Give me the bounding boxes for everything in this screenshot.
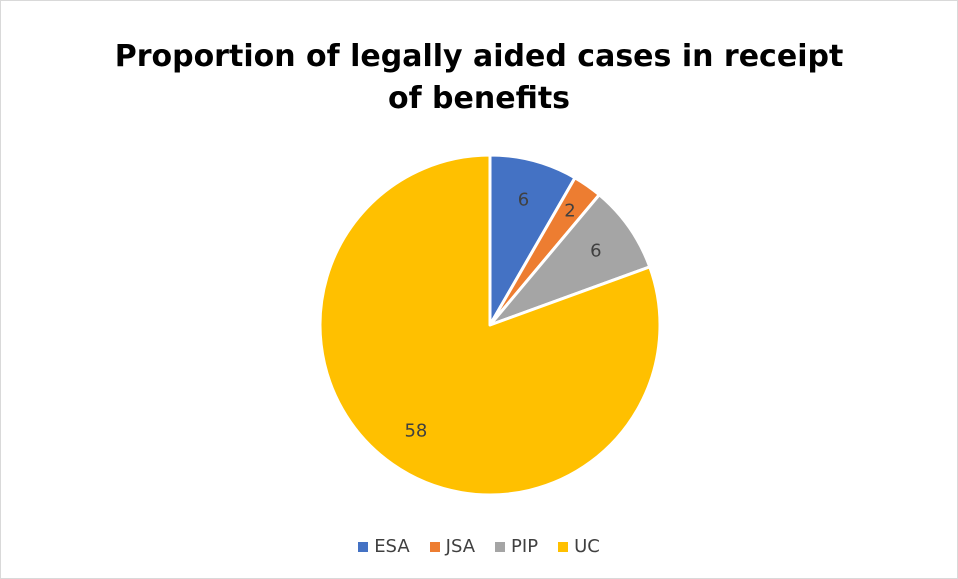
data-label-uc: 58	[404, 420, 427, 441]
legend-item-esa: ESA	[358, 536, 410, 557]
data-label-pip: 6	[590, 240, 601, 261]
legend-label-pip: PIP	[511, 536, 539, 557]
chart-legend: ESA JSA PIP UC	[0, 536, 958, 557]
pie-slice-pip	[488, 193, 652, 327]
pie-slices	[318, 153, 662, 497]
legend-item-uc: UC	[558, 536, 600, 557]
chart-title-line-2: of benefits	[387, 81, 571, 116]
pie-slice-esa	[488, 153, 577, 327]
legend-item-pip: PIP	[495, 536, 538, 557]
pie-slice-uc	[318, 153, 662, 497]
legend-label-esa: ESA	[374, 536, 410, 557]
legend-swatch-uc	[558, 541, 569, 552]
chart-title: Proportion of legally aided cases in rec…	[0, 36, 958, 120]
legend-swatch-jsa	[429, 541, 440, 552]
legend-swatch-pip	[495, 541, 506, 552]
legend-swatch-esa	[358, 541, 369, 552]
legend-label-jsa: JSA	[445, 536, 476, 557]
legend-label-uc: UC	[574, 536, 600, 557]
data-label-esa: 6	[518, 190, 529, 211]
legend-item-jsa: JSA	[429, 536, 476, 557]
data-label-jsa: 2	[564, 200, 575, 221]
chart-title-line-1: Proportion of legally aided cases in rec…	[114, 39, 844, 74]
